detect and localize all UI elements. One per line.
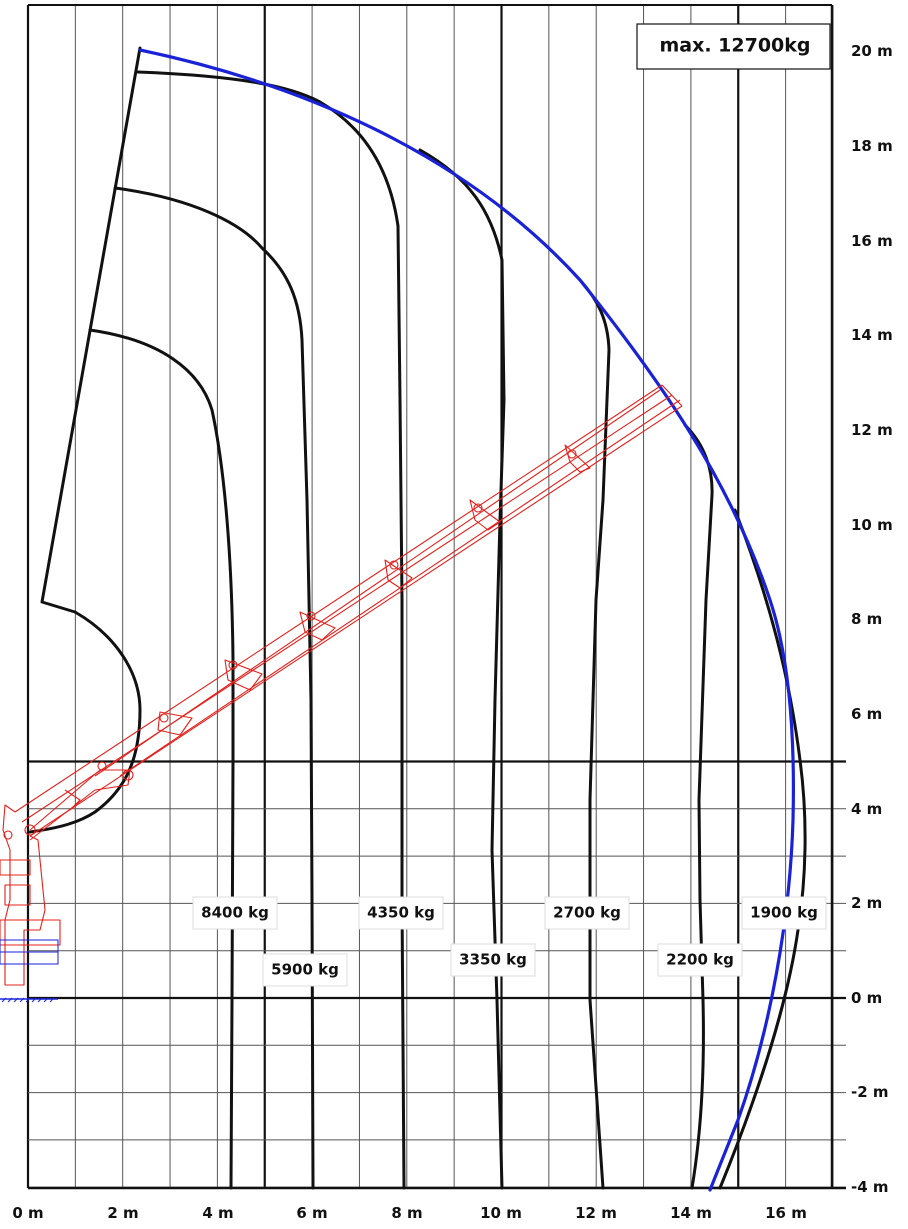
y-tick-14m: 14 m — [851, 326, 893, 344]
x-tick-8m: 8 m — [391, 1204, 422, 1222]
capacity-label-1900: 1900 kg — [750, 904, 818, 922]
boom-joints — [3, 449, 577, 840]
y-tick-10m: 10 m — [851, 516, 893, 534]
y-tick-8m: 8 m — [851, 610, 882, 628]
curve-1900kg-black — [718, 508, 807, 1190]
crane-illustration — [0, 384, 683, 986]
y-tick-0m: 0 m — [851, 989, 882, 1007]
chart-grid — [26, 4, 846, 1190]
x-tick-4m: 4 m — [202, 1204, 233, 1222]
capacity-label-2200: 2200 kg — [666, 951, 734, 969]
y-tick-12m: 12 m — [851, 421, 893, 439]
ground-hatch — [0, 997, 58, 1003]
y-tick-18m: 18 m — [851, 137, 893, 155]
y-tick-neg4m: -4 m — [851, 1178, 889, 1196]
x-tick-0m: 0 m — [12, 1204, 43, 1222]
carrier-base — [0, 939, 59, 965]
y-tick-20m: 20 m — [851, 42, 893, 60]
capacity-label-3350: 3350 kg — [459, 951, 527, 969]
x-axis-labels: 0 m 2 m 4 m 6 m 8 m 10 m 12 m 14 m 16 m — [12, 1204, 807, 1222]
x-tick-10m: 10 m — [480, 1204, 522, 1222]
x-tick-2m: 2 m — [107, 1204, 138, 1222]
y-tick-2m: 2 m — [851, 894, 882, 912]
y-tick-neg2m: -2 m — [851, 1083, 889, 1101]
x-tick-12m: 12 m — [575, 1204, 617, 1222]
max-capacity-label: max. 12700kg — [659, 35, 810, 57]
capacity-label-2700: 2700 kg — [553, 904, 621, 922]
curve-8400kg — [88, 328, 235, 1190]
x-tick-6m: 6 m — [296, 1204, 327, 1222]
capacity-labels: 8400 kg 5900 kg 4350 kg 3350 kg 2700 kg … — [192, 896, 827, 987]
y-tick-16m: 16 m — [851, 232, 893, 250]
y-tick-6m: 6 m — [851, 705, 882, 723]
capacity-label-4350: 4350 kg — [367, 904, 435, 922]
y-axis-labels: 20 m 18 m 16 m 14 m 12 m 10 m 8 m 6 m 4 … — [851, 42, 893, 1196]
y-tick-4m: 4 m — [851, 800, 882, 818]
capacity-label-8400: 8400 kg — [201, 904, 269, 922]
capacity-label-5900: 5900 kg — [271, 961, 339, 979]
x-tick-14m: 14 m — [670, 1204, 712, 1222]
max-capacity-box: max. 12700kg — [636, 23, 831, 70]
x-tick-16m: 16 m — [765, 1204, 807, 1222]
curve-5900kg — [113, 186, 315, 1190]
